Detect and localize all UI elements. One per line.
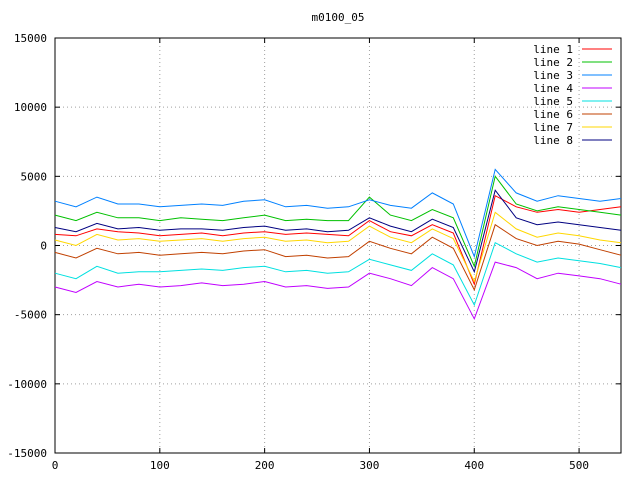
legend-label-6: line 6 [533, 108, 573, 121]
series-line-1 [54, 194, 622, 286]
series-line-3 [54, 168, 622, 259]
x-tick-label: 500 [569, 459, 589, 472]
x-tick-label: 100 [150, 459, 170, 472]
y-tick-label: -10000 [7, 378, 47, 391]
chart-title: m0100_05 [312, 11, 365, 24]
series-line-4 [54, 261, 622, 321]
x-tick-label: 300 [360, 459, 380, 472]
x-axis: 0 100 200 300 400 500 [52, 38, 589, 472]
series-line-6 [54, 223, 622, 292]
series-line-5 [54, 241, 622, 307]
legend-label-7: line 7 [533, 121, 573, 134]
y-tick-label: 15000 [14, 32, 47, 45]
y-tick-label: 10000 [14, 101, 47, 114]
series-line-7 [54, 211, 622, 283]
y-axis: -15000 -10000 -5000 0 5000 10000 15000 [7, 32, 621, 460]
legend-label-1: line 1 [533, 43, 573, 56]
series-group [54, 168, 622, 321]
y-tick-label: 5000 [21, 170, 48, 183]
y-tick-label: 0 [40, 240, 47, 253]
legend-label-8: line 8 [533, 134, 573, 147]
series-line-2 [54, 175, 622, 268]
y-tick-label: -15000 [7, 447, 47, 460]
legend-label-3: line 3 [533, 69, 573, 82]
x-tick-label: 0 [52, 459, 59, 472]
x-tick-label: 200 [255, 459, 275, 472]
y-tick-label: -5000 [14, 309, 47, 322]
series-line-8 [54, 189, 622, 274]
legend-label-2: line 2 [533, 56, 573, 69]
x-tick-label: 400 [464, 459, 484, 472]
legend-label-5: line 5 [533, 95, 573, 108]
legend-label-4: line 4 [533, 82, 573, 95]
